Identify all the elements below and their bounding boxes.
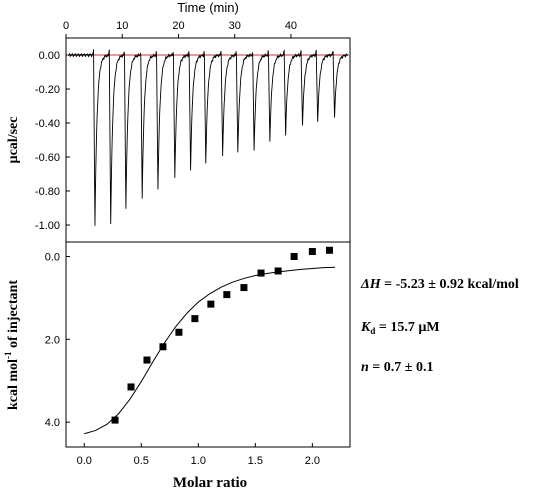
thermogram-y-tick-label: -0.80 (35, 186, 60, 198)
enthalpy-annotation: ΔH = -5.23 ± 0.92 kcal/mol (360, 277, 519, 292)
thermogram-y-tick-label: -0.20 (35, 84, 60, 96)
top-tick-label: 0 (63, 20, 69, 32)
data-point (207, 300, 215, 308)
thermogram-y-tick-label: -0.40 (35, 118, 60, 130)
thermogram-y-label: µcal/sec (6, 117, 21, 164)
stoichiometry-annotation: n = 0.7 ± 0.1 (361, 360, 433, 375)
isotherm-x-tick-label: 1.0 (191, 455, 206, 467)
data-point (257, 269, 265, 277)
top-axis-ticks: 0 10 20 30 40 (63, 20, 297, 38)
data-point (240, 284, 248, 292)
data-point (191, 315, 199, 323)
data-point (143, 356, 151, 364)
data-point (111, 416, 119, 424)
isotherm-x-tick-label: 0.0 (77, 455, 92, 467)
isotherm-y-tick-label: 4.0 (45, 417, 60, 429)
thermogram-y-tick-label: -1.00 (35, 220, 60, 232)
isotherm-panel: 0.0 0.5 1.0 1.5 2.0 0.0 2.0 4.0 Molar ratio kc… (3, 241, 351, 491)
isotherm-y-label: kcal mol-1 of injectant (3, 280, 21, 410)
data-point (127, 383, 135, 391)
top-tick-label: 20 (172, 20, 184, 32)
isotherm-x-tick-label: 2.0 (305, 455, 320, 467)
isotherm-x-label: Molar ratio (173, 475, 247, 491)
fit-parameters: ΔH = -5.23 ± 0.92 kcal/mol Kd = 15.7 µM … (360, 277, 519, 375)
thermogram-frame (65, 37, 351, 243)
data-point (290, 252, 298, 260)
fit-curve (84, 266, 336, 435)
isotherm-y-tick-label: 2.0 (45, 334, 60, 346)
thermogram-y-tick-label: -0.60 (35, 152, 60, 164)
data-point (308, 248, 316, 256)
kd-annotation: Kd = 15.7 µM (360, 320, 440, 336)
isotherm-x-ticks: 0.0 0.5 1.0 1.5 2.0 (77, 443, 320, 467)
isotherm-frame (65, 241, 351, 448)
thermogram-y-ticks: 0.00 -0.20 -0.40 -0.60 -0.80 -1.00 (35, 50, 70, 232)
data-point (175, 328, 183, 336)
thermogram-trace (67, 49, 349, 226)
isotherm-y-tick-label: 0.0 (45, 251, 60, 263)
isotherm-y-ticks: 0.0 2.0 4.0 (45, 251, 70, 429)
data-point (325, 246, 333, 254)
top-tick-label: 40 (285, 20, 297, 32)
data-point (223, 291, 231, 299)
thermogram-panel: Time (min) 0 10 20 30 40 0.00 -0.20 -0.40 -0.60… (6, 0, 351, 243)
top-tick-label: 10 (116, 20, 128, 32)
thermogram-y-tick-label: 0.00 (39, 50, 60, 62)
isotherm-x-tick-label: 1.5 (248, 455, 263, 467)
data-point (159, 343, 167, 351)
data-points (111, 246, 333, 424)
top-tick-label: 30 (229, 20, 241, 32)
data-point (274, 267, 282, 275)
top-axis-label: Time (min) (177, 0, 239, 15)
isotherm-x-tick-label: 0.5 (134, 455, 149, 467)
